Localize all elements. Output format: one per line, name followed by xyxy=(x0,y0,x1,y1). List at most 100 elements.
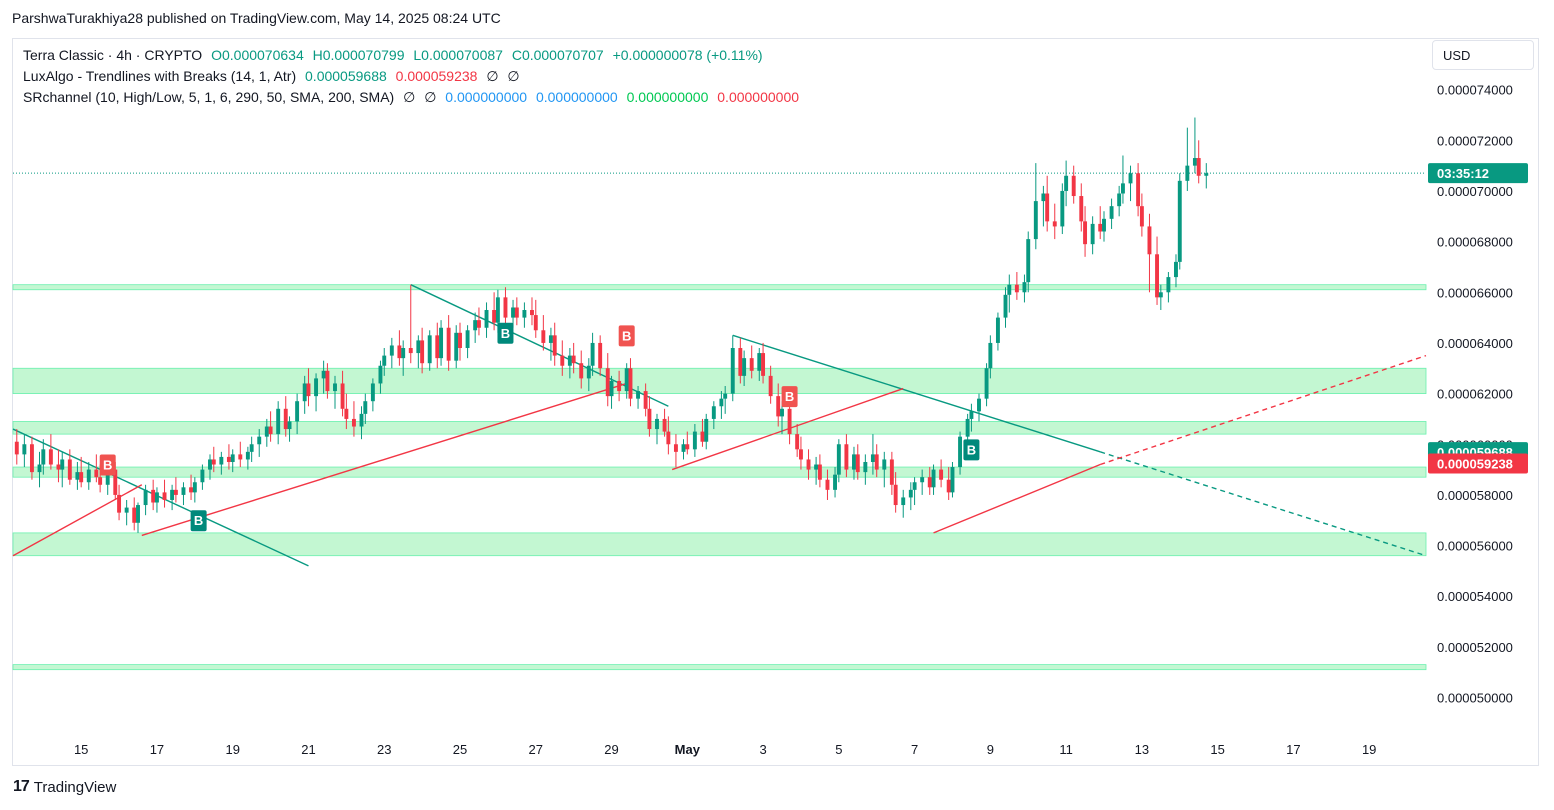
candle[interactable] xyxy=(465,325,470,359)
candle[interactable] xyxy=(257,429,262,457)
candle[interactable] xyxy=(401,340,406,376)
candle[interactable] xyxy=(154,487,159,513)
candle[interactable] xyxy=(636,386,641,409)
candle[interactable] xyxy=(984,363,989,407)
candle[interactable] xyxy=(700,418,705,447)
candle[interactable] xyxy=(552,322,557,366)
candle[interactable] xyxy=(283,396,288,437)
candle[interactable] xyxy=(1139,193,1144,237)
candle[interactable] xyxy=(567,348,572,379)
candle[interactable] xyxy=(14,429,19,465)
candle[interactable] xyxy=(189,474,194,500)
candle[interactable] xyxy=(1147,213,1152,293)
candle[interactable] xyxy=(378,360,383,394)
legend-symbol-row[interactable]: Terra Classic · 4h · CRYPTO O0.000070634… xyxy=(23,45,804,66)
candle[interactable] xyxy=(833,467,837,498)
tradingview-footer[interactable]: 17 TradingView xyxy=(13,778,116,796)
candle[interactable] xyxy=(1128,165,1133,202)
candle[interactable] xyxy=(814,456,819,485)
candle[interactable] xyxy=(889,451,894,495)
break-signal-5[interactable]: B xyxy=(963,439,980,461)
candle[interactable] xyxy=(79,456,84,488)
candle[interactable] xyxy=(605,353,610,407)
candle[interactable] xyxy=(276,401,281,445)
candle[interactable] xyxy=(598,335,603,376)
candle[interactable] xyxy=(22,434,27,468)
break-signal-3[interactable]: B xyxy=(618,325,635,347)
candle[interactable] xyxy=(560,340,565,376)
candle[interactable] xyxy=(344,393,349,430)
candle[interactable] xyxy=(1014,272,1019,300)
candle[interactable] xyxy=(60,451,65,488)
candle[interactable] xyxy=(757,348,762,381)
candle[interactable] xyxy=(655,413,659,445)
candle[interactable] xyxy=(969,403,974,432)
candle[interactable] xyxy=(1007,274,1012,313)
candle[interactable] xyxy=(1196,140,1201,184)
candle[interactable] xyxy=(673,434,678,468)
candle[interactable] xyxy=(768,365,773,404)
candle[interactable] xyxy=(780,401,784,435)
candle[interactable] xyxy=(1033,163,1038,250)
candle[interactable] xyxy=(647,396,652,437)
candle[interactable] xyxy=(870,434,875,475)
candle[interactable] xyxy=(181,482,186,506)
candle[interactable] xyxy=(416,335,421,369)
candle[interactable] xyxy=(492,292,497,331)
candle[interactable] xyxy=(795,423,800,457)
candle[interactable] xyxy=(836,439,841,483)
candle[interactable] xyxy=(692,423,697,457)
candle[interactable] xyxy=(882,451,887,488)
candle[interactable] xyxy=(200,464,205,490)
candle[interactable] xyxy=(420,327,425,374)
candle[interactable] xyxy=(389,337,394,369)
candle[interactable] xyxy=(855,444,860,480)
candle[interactable] xyxy=(427,330,432,371)
candle[interactable] xyxy=(245,446,250,470)
candle[interactable] xyxy=(817,454,822,488)
candle[interactable] xyxy=(29,436,34,480)
candle[interactable] xyxy=(1136,163,1141,217)
candle[interactable] xyxy=(749,345,754,379)
candle[interactable] xyxy=(151,479,156,511)
candle[interactable] xyxy=(939,459,944,488)
trendline-2[interactable] xyxy=(732,334,1101,453)
candle[interactable] xyxy=(844,434,849,478)
candle[interactable] xyxy=(511,299,516,328)
candle[interactable] xyxy=(901,489,906,518)
candle[interactable] xyxy=(586,358,591,392)
candle[interactable] xyxy=(628,358,633,407)
candle[interactable] xyxy=(211,446,216,473)
candle[interactable] xyxy=(825,469,830,500)
candle[interactable] xyxy=(776,383,781,427)
candle[interactable] xyxy=(908,482,913,511)
candle[interactable] xyxy=(295,393,300,435)
candle[interactable] xyxy=(1177,173,1182,270)
candle[interactable] xyxy=(1204,163,1209,189)
candle[interactable] xyxy=(988,335,993,379)
candle[interactable] xyxy=(927,467,932,495)
candle[interactable] xyxy=(1083,206,1088,257)
legend-luxalgo-name[interactable]: LuxAlgo - Trendlines with Breaks (14, 1,… xyxy=(23,68,297,84)
candle[interactable] xyxy=(363,393,368,424)
break-signal-4[interactable]: B xyxy=(781,386,798,408)
candle[interactable] xyxy=(1120,155,1125,204)
candle[interactable] xyxy=(1117,185,1122,217)
candle[interactable] xyxy=(1185,127,1190,191)
candle[interactable] xyxy=(1079,183,1084,232)
candle[interactable] xyxy=(1158,284,1163,311)
candle[interactable] xyxy=(75,461,80,490)
candle[interactable] xyxy=(643,383,648,417)
candle[interactable] xyxy=(738,337,743,384)
candle[interactable] xyxy=(1041,185,1046,227)
candle[interactable] xyxy=(1071,165,1076,204)
candle[interactable] xyxy=(238,441,243,468)
candle[interactable] xyxy=(806,449,811,480)
candle[interactable] xyxy=(37,451,42,488)
legend-srchannel-row[interactable]: SRchannel (10, High/Low, 5, 1, 6, 290, 5… xyxy=(23,87,804,108)
candle[interactable] xyxy=(1098,206,1103,240)
candle[interactable] xyxy=(321,360,326,394)
candle[interactable] xyxy=(1052,203,1057,240)
candle[interactable] xyxy=(287,416,292,442)
candle[interactable] xyxy=(48,434,53,470)
